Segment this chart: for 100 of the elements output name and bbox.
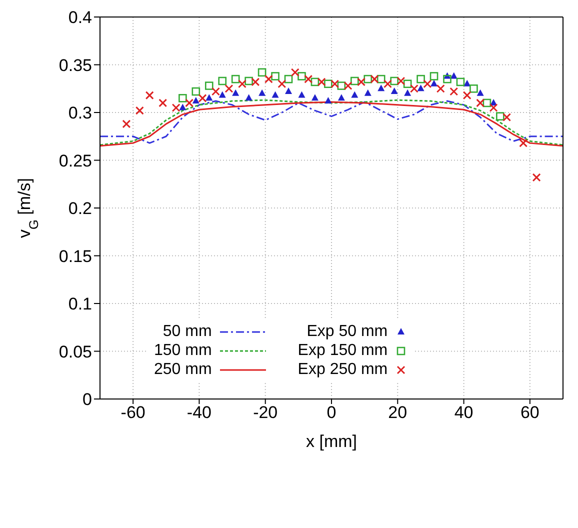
point — [232, 89, 240, 96]
point — [390, 87, 398, 94]
point — [192, 97, 200, 104]
point — [251, 78, 260, 86]
point — [476, 89, 484, 96]
point — [238, 80, 246, 88]
legend-label: Exp 150 mm — [298, 341, 388, 360]
point — [436, 84, 445, 93]
point — [285, 87, 292, 94]
point — [311, 94, 318, 101]
point — [476, 98, 485, 108]
point — [145, 91, 154, 100]
point — [370, 74, 379, 84]
legend-label: 150 mm — [154, 341, 212, 360]
point — [403, 80, 412, 88]
point — [351, 91, 358, 98]
point — [244, 76, 253, 86]
point — [443, 74, 452, 84]
point — [264, 74, 273, 84]
point — [206, 94, 213, 101]
y-tick-label: 0.4 — [68, 8, 92, 28]
point — [502, 113, 512, 122]
point — [357, 78, 366, 86]
point — [172, 103, 180, 112]
x-tick-label: 20 — [388, 403, 408, 422]
y-tick-label: 0.15 — [58, 246, 92, 266]
x-tick-label: -40 — [186, 403, 212, 422]
point — [324, 80, 332, 88]
point — [178, 94, 187, 102]
point — [330, 80, 340, 88]
point — [416, 74, 425, 84]
y-tick-label: 0.35 — [58, 56, 92, 75]
point — [185, 98, 194, 108]
y-tick-label: 0.05 — [58, 342, 92, 362]
point — [344, 82, 352, 90]
point — [337, 82, 346, 90]
point — [310, 78, 320, 86]
point — [396, 76, 406, 86]
point — [218, 91, 226, 98]
point — [271, 72, 280, 80]
point — [317, 78, 326, 86]
point — [218, 76, 227, 86]
point — [231, 74, 240, 84]
point — [376, 74, 386, 84]
point — [364, 74, 372, 84]
point — [462, 91, 472, 100]
point — [464, 80, 471, 86]
point — [350, 76, 359, 86]
y-tick-label: 0.1 — [68, 294, 92, 314]
point — [410, 84, 418, 93]
point — [192, 87, 200, 96]
point — [258, 68, 266, 77]
y-tick-label: 0 — [82, 390, 92, 410]
point — [245, 94, 252, 101]
point — [258, 89, 266, 96]
point — [122, 120, 131, 128]
point — [378, 84, 385, 92]
point — [532, 173, 541, 182]
point — [404, 89, 412, 96]
point — [417, 84, 424, 92]
point — [298, 72, 306, 80]
point — [179, 104, 186, 110]
point — [430, 72, 438, 80]
point — [450, 87, 458, 96]
y-tick-label: 0.25 — [58, 151, 92, 170]
x-tick-label: 40 — [454, 403, 474, 422]
point — [224, 84, 234, 93]
x-tick-label: -60 — [120, 403, 146, 422]
legend-label: 250 mm — [154, 360, 212, 379]
point — [272, 91, 279, 98]
point — [482, 98, 492, 108]
x-tick-label: 60 — [520, 403, 540, 422]
y-tick-label: 0.2 — [68, 199, 92, 218]
legend-label: 50 mm — [162, 322, 212, 341]
point — [470, 84, 478, 93]
point — [338, 94, 345, 101]
point — [496, 112, 504, 120]
point — [278, 80, 286, 88]
point — [135, 106, 144, 115]
x-tick-label: 0 — [326, 403, 336, 422]
point — [298, 91, 306, 98]
point — [204, 82, 214, 90]
point — [324, 97, 332, 104]
point — [383, 80, 392, 88]
point — [390, 76, 398, 86]
point — [430, 80, 438, 86]
x-tick-label: -20 — [253, 403, 278, 422]
point — [158, 98, 168, 108]
point — [423, 80, 432, 88]
point — [198, 94, 207, 102]
point — [364, 89, 372, 96]
legend-label: Exp 50 mm — [306, 322, 388, 341]
x-axis-title: x [mm] — [306, 432, 357, 451]
point — [290, 68, 300, 77]
legend-label: Exp 250 mm — [298, 360, 388, 379]
point — [212, 87, 220, 96]
point — [456, 78, 465, 86]
point — [304, 74, 313, 84]
y-tick-label: 0.3 — [68, 104, 92, 123]
point — [284, 74, 293, 84]
